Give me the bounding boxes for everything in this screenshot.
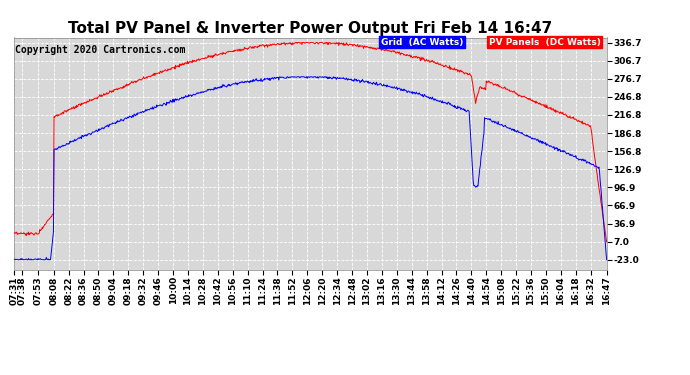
Text: PV Panels  (DC Watts): PV Panels (DC Watts) (489, 38, 600, 46)
Title: Total PV Panel & Inverter Power Output Fri Feb 14 16:47: Total PV Panel & Inverter Power Output F… (68, 21, 553, 36)
Text: Grid  (AC Watts): Grid (AC Watts) (380, 38, 463, 46)
Text: Copyright 2020 Cartronics.com: Copyright 2020 Cartronics.com (15, 45, 186, 54)
